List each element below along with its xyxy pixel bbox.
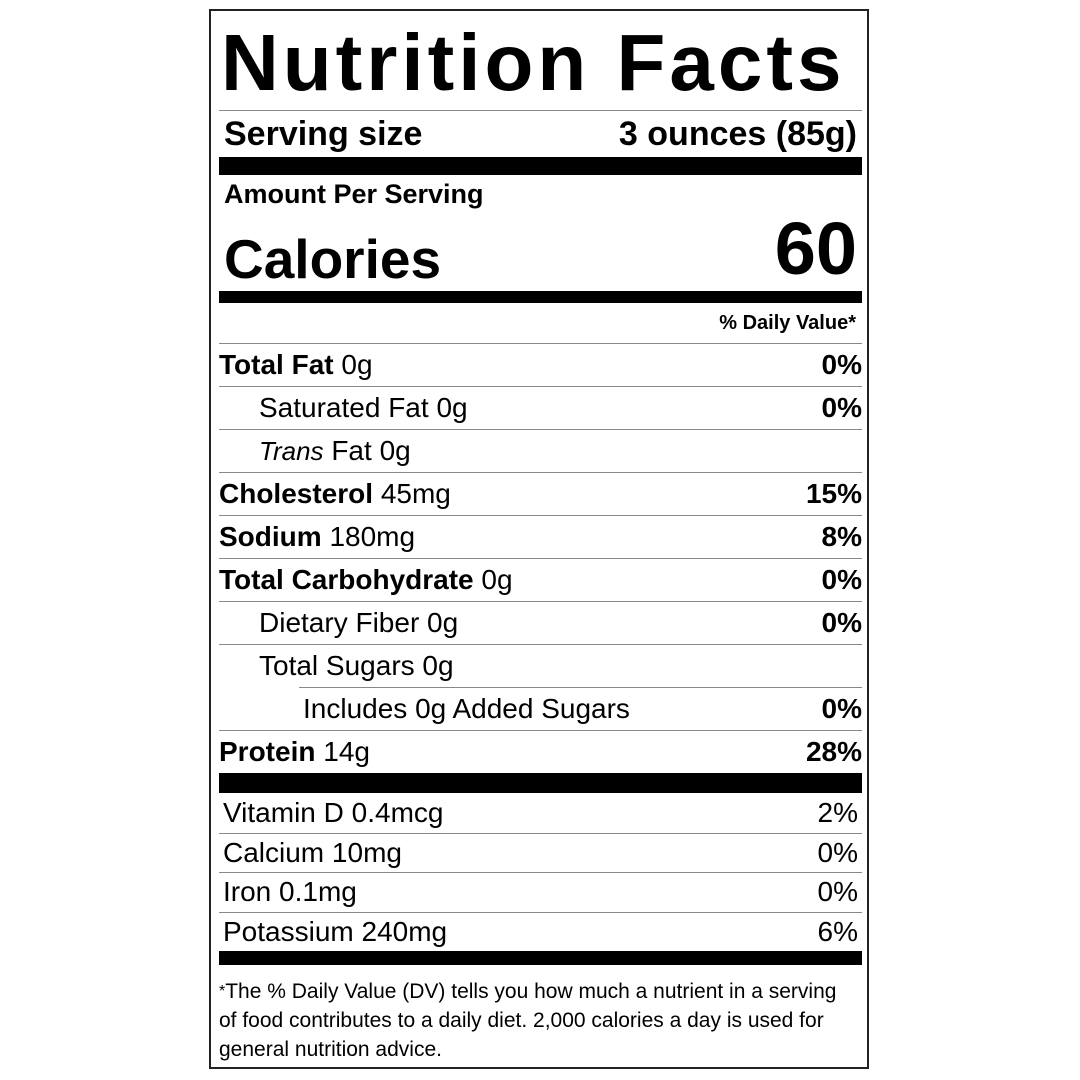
nutrient-amount: 0g — [422, 650, 454, 681]
vitamin-amount: 0.4mcg — [351, 796, 444, 828]
nutrient-label: Dietary Fiber — [259, 607, 420, 638]
nutrient-row: Cholesterol 45mg 15% — [219, 472, 862, 515]
vitamin-daily-value: 6% — [817, 915, 858, 947]
nutrient-row: Includes 0g Added Sugars 0% — [299, 687, 862, 730]
nutrient-row: Total Carbohydrate 0g 0% — [219, 558, 862, 601]
nutrient-amount: 0g — [436, 392, 468, 423]
nutrient-daily-value: 0% — [821, 349, 862, 380]
nutrient-label: Saturated Fat — [259, 392, 429, 423]
nutrient-daily-value: 28% — [805, 736, 862, 767]
nutrient-name: Total Carbohydrate 0g — [219, 564, 513, 596]
nutrient-label: Protein — [219, 736, 316, 767]
nutrient-row: Total Fat 0g 0% — [219, 343, 862, 386]
vitamin-row: Potassium 240mg 6% — [219, 911, 862, 952]
nutrient-name: Saturated Fat 0g — [259, 392, 468, 424]
calories-label: Calories — [224, 228, 442, 290]
nutrient-row: Dietary Fiber 0g 0% — [219, 601, 862, 644]
nutrient-name: Cholesterol 45mg — [219, 478, 451, 510]
footnote-star: * — [219, 983, 226, 1000]
vitamin-amount: 10mg — [331, 836, 402, 868]
nutrient-label: Total Fat — [219, 349, 334, 380]
vitamin-name: Iron 0.1mg — [223, 876, 357, 908]
nutrient-amount: 0g — [341, 349, 373, 380]
nutrient-daily-value: 0% — [821, 564, 862, 595]
amount-per-serving: Amount Per Serving — [224, 179, 484, 209]
calories-value: 60 — [774, 206, 857, 290]
nutrient-daily-value: 0% — [821, 392, 862, 423]
nutrient-label: Trans — [259, 436, 324, 466]
vitamin-daily-value: 0% — [817, 876, 858, 908]
nutrient-name: Dietary Fiber 0g — [259, 607, 458, 639]
nutrient-name: Total Sugars 0g — [259, 650, 454, 682]
nutrient-row: Trans Fat 0g — [219, 429, 862, 472]
nutrient-row: Protein 14g 28% — [219, 730, 862, 773]
nutrient-list: Total Fat 0g 0% Saturated Fat 0g 0% Trans Fa… — [219, 343, 862, 773]
nutrient-label: Sodium — [219, 521, 322, 552]
serving-size-label: Serving size — [224, 114, 423, 153]
nutrient-label: Total Sugars — [259, 650, 415, 681]
footnote-text: The % Daily Value (DV) tells you how muc… — [219, 980, 837, 1061]
nutrient-amount: 0g — [427, 607, 459, 638]
footnote: *The % Daily Value (DV) tells you how mu… — [219, 965, 862, 1064]
nutrient-name: Sodium 180mg — [219, 521, 415, 553]
vitamin-name: Calcium 10mg — [223, 837, 402, 869]
vitamin-label: Iron — [223, 876, 272, 908]
nutrient-name: Protein 14g — [219, 736, 370, 768]
nutrient-daily-value: 0% — [821, 607, 862, 638]
nutrient-amount: 45mg — [380, 478, 451, 509]
vitamin-row: Vitamin D 0.4mcg 2% — [219, 793, 862, 833]
nutrient-amount: 180mg — [329, 521, 416, 552]
nutrition-facts-label: Nutrition Facts Serving size 3 ounces (8… — [209, 9, 869, 1069]
nutrient-daily-value: 15% — [805, 478, 862, 509]
nutrient-daily-value: 8% — [821, 521, 862, 552]
serving-size-value: 3 ounces (85g) — [618, 114, 857, 153]
nutrient-amount: 0g — [379, 435, 411, 466]
daily-value-header: % Daily Value* — [719, 311, 856, 334]
nutrient-name: Total Fat 0g — [219, 349, 373, 381]
serving-size-row: Serving size 3 ounces (85g) — [219, 111, 862, 157]
nutrient-label: Includes 0g Added Sugars — [303, 693, 630, 724]
nutrient-row: Saturated Fat 0g 0% — [219, 386, 862, 429]
vitamin-label: Vitamin D — [223, 796, 344, 828]
nutrient-name: Trans Fat 0g — [259, 435, 411, 467]
vitamin-daily-value: 2% — [817, 796, 858, 828]
medium-divider — [219, 951, 862, 965]
nutrient-label: Total Carbohydrate — [219, 564, 474, 595]
nutrient-row: Sodium 180mg 8% — [219, 515, 862, 558]
thick-divider — [219, 773, 862, 793]
medium-divider — [219, 291, 862, 303]
thick-divider — [219, 157, 862, 175]
vitamin-list: Vitamin D 0.4mcg 2% Calcium 10mg 0% Iron 0.1… — [219, 793, 862, 951]
vitamin-row: Calcium 10mg 0% — [219, 832, 862, 873]
vitamin-amount: 0.1mg — [279, 876, 357, 908]
nutrient-row: Total Sugars 0g — [219, 644, 862, 687]
nutrient-label-suffix: Fat — [331, 435, 372, 466]
calories-row: Calories 60 — [219, 206, 862, 291]
vitamin-name: Potassium 240mg — [223, 916, 447, 948]
vitamin-label: Potassium — [223, 915, 354, 947]
label-title: Nutrition Facts — [221, 18, 846, 107]
nutrient-amount: 0g — [481, 564, 513, 595]
nutrient-amount: 14g — [323, 736, 370, 767]
vitamin-name: Vitamin D 0.4mcg — [223, 797, 443, 829]
nutrient-label: Cholesterol — [219, 478, 374, 509]
vitamin-row: Iron 0.1mg 0% — [219, 872, 862, 912]
vitamin-amount: 240mg — [361, 915, 448, 947]
nutrient-daily-value: 0% — [821, 693, 862, 724]
divider — [219, 110, 862, 111]
vitamin-daily-value: 0% — [817, 836, 858, 868]
nutrient-name: Includes 0g Added Sugars — [303, 693, 630, 725]
vitamin-label: Calcium — [223, 836, 325, 868]
